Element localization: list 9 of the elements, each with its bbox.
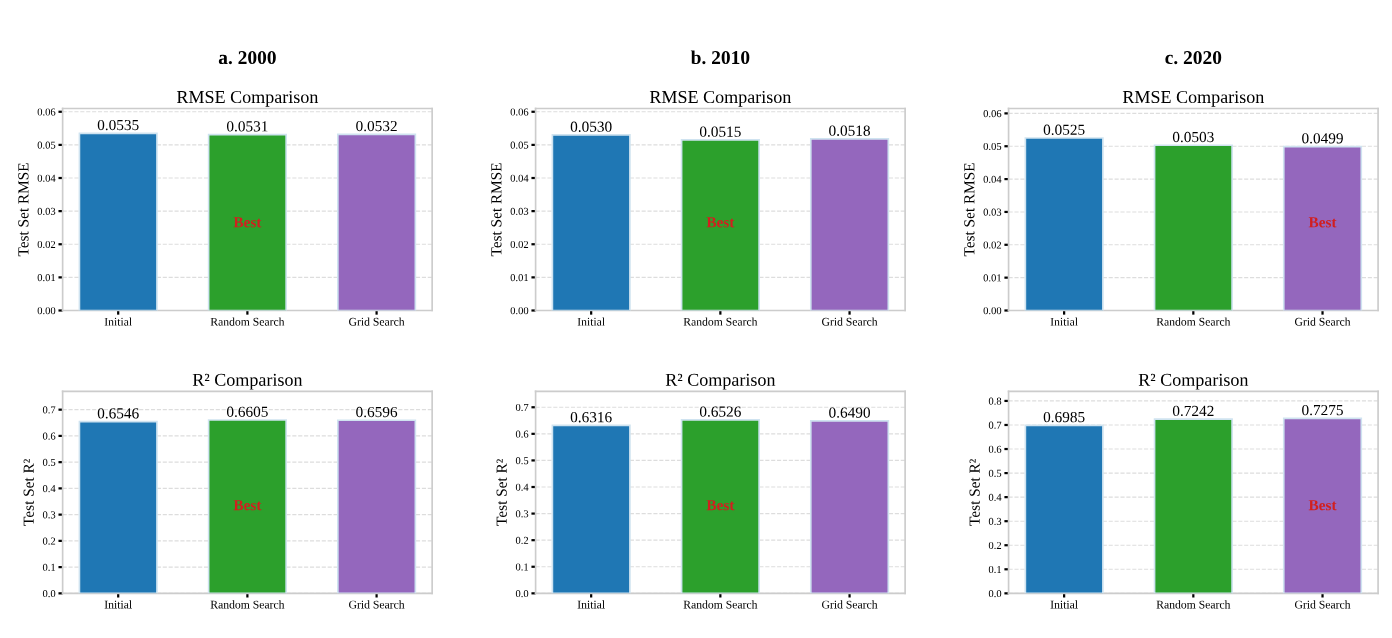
chart-subtitle: R² Comparison: [665, 373, 776, 390]
chart-title: b. 2010: [690, 50, 750, 65]
chart-subtitle: R² Comparison: [1138, 373, 1249, 390]
chart-subtitle: R² Comparison: [192, 373, 303, 390]
chart-title: a. 2000: [218, 50, 276, 65]
chart-subtitle: RMSE Comparison: [1122, 90, 1265, 107]
chart-subtitle: RMSE Comparison: [649, 90, 792, 107]
chart-subtitle: RMSE Comparison: [176, 90, 319, 107]
chart-title: c. 2020: [1165, 50, 1222, 65]
